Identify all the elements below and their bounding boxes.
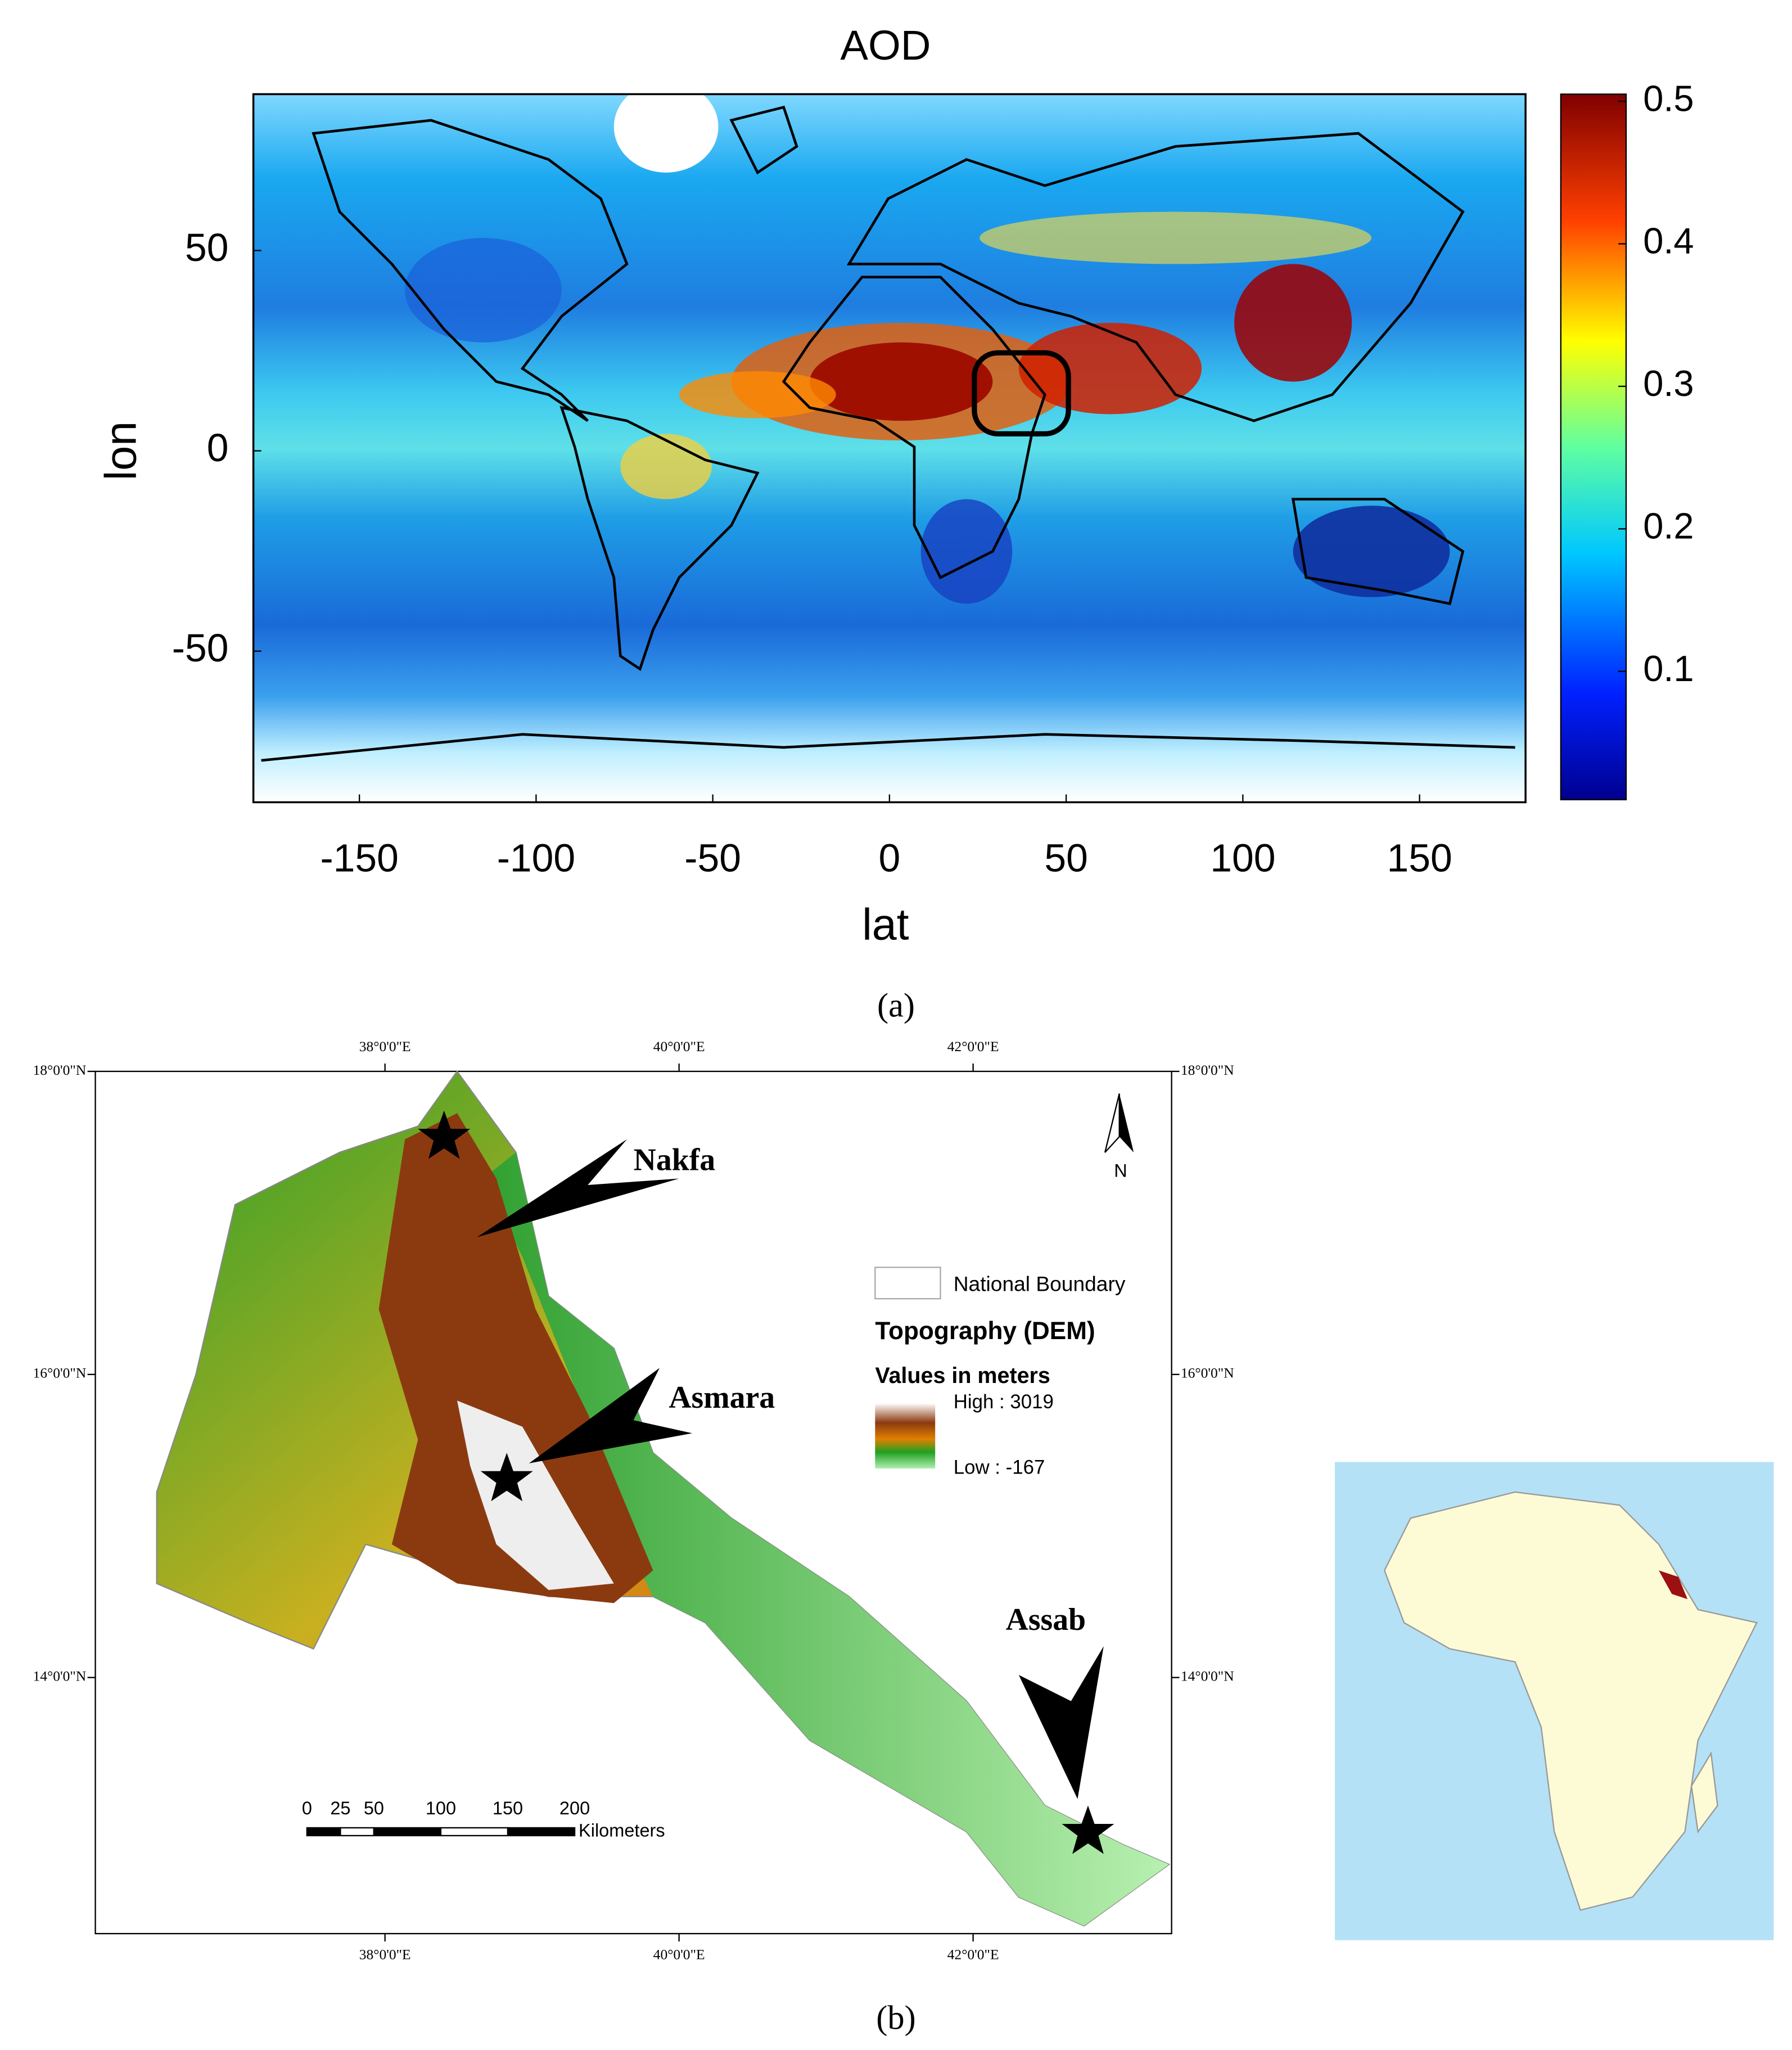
colorbar-tick-label: 0.4: [1643, 220, 1694, 262]
colorbar-tick-label: 0.2: [1643, 506, 1694, 547]
scale-label: 50: [364, 1798, 384, 1818]
city-stars: [418, 1110, 1114, 1854]
y-tick-label: 14°0'0"N: [1181, 1668, 1234, 1684]
y-tick-label: 16°0'0"N: [1181, 1365, 1234, 1381]
x-tick-label: -50: [684, 836, 741, 880]
legend-ramp: [875, 1403, 936, 1469]
scale-label: 100: [426, 1798, 456, 1818]
inset-eritrea: [1659, 1570, 1688, 1600]
scale-label: 200: [559, 1798, 590, 1818]
legend-text: Low : -167: [954, 1456, 1045, 1478]
legend-subtitle: Values in meters: [875, 1363, 1050, 1388]
legend-text: High : 3019: [954, 1391, 1054, 1413]
colorbar-tick-label: 0.5: [1643, 78, 1694, 119]
x-tick-label: 100: [1210, 836, 1275, 880]
colorbar-tick-label: 0.3: [1643, 363, 1694, 404]
aod-map: AOD lat lon (a) -1: [96, 22, 1694, 1025]
scale-unit: Kilometers: [579, 1820, 665, 1840]
x-tick-label: 40°0'0"E: [653, 1946, 705, 1962]
ocean-field: [253, 94, 1526, 803]
high-plateau: [457, 1400, 614, 1591]
highlands: [378, 1113, 653, 1603]
x-tick-label: 42°0'0"E: [947, 1946, 999, 1962]
scale-label: 150: [493, 1798, 523, 1818]
y-tick-label: 0: [207, 426, 229, 470]
colorbar-tick-label: 0.1: [1643, 648, 1694, 689]
city-label: Nakfa: [634, 1142, 716, 1177]
y-tick-label: 18°0'0"N: [33, 1062, 87, 1078]
scale-segment: [373, 1827, 442, 1837]
coastlines: [261, 105, 1515, 762]
city-label: Assab: [1006, 1602, 1086, 1637]
x-tick-label: 50: [1044, 836, 1088, 880]
x-tick-label: -100: [497, 836, 575, 880]
colorbar: [1560, 93, 1627, 800]
y-tick-label: 50: [185, 226, 229, 269]
x-axis-label: lat: [862, 899, 909, 949]
x-tick-label: 0: [879, 836, 901, 880]
inset-madagascar: [1690, 1751, 1718, 1833]
north-label: N: [1114, 1160, 1127, 1181]
caption: (a): [877, 986, 915, 1024]
map-title: AOD: [840, 22, 931, 69]
legend-title: Topography (DEM): [875, 1317, 1095, 1345]
scale-segment: [440, 1827, 509, 1837]
y-axis-label: lon: [96, 421, 146, 480]
x-tick-label: 40°0'0"E: [653, 1038, 705, 1055]
x-tick-label: 42°0'0"E: [947, 1038, 999, 1055]
y-tick-label: 16°0'0"N: [33, 1365, 87, 1381]
y-tick-label: -50: [172, 626, 229, 670]
caption: (b): [876, 1999, 915, 2037]
city-label: Asmara: [669, 1380, 775, 1415]
inset-africa: [1383, 1491, 1758, 1911]
y-tick-label: 14°0'0"N: [33, 1668, 87, 1684]
legend-text: National Boundary: [954, 1272, 1126, 1296]
scale-segment: [306, 1827, 341, 1837]
x-tick-label: 150: [1387, 836, 1452, 880]
scale-label: 25: [330, 1798, 350, 1818]
aerosol-patches: [405, 81, 1450, 604]
eritrea-map: Nakfa Asmara Assab N National Boundary T…: [33, 1038, 1774, 2037]
scale-segment: [340, 1827, 375, 1837]
y-tick-label: 18°0'0"N: [1181, 1062, 1234, 1078]
x-tick-label: -150: [320, 836, 398, 880]
arrows: [476, 1139, 1104, 1799]
x-tick-label: 38°0'0"E: [359, 1038, 411, 1055]
north-arrow: [1119, 1093, 1134, 1152]
scale-label: 0: [302, 1798, 312, 1818]
scale-segment: [507, 1827, 576, 1837]
x-tick-label: 38°0'0"E: [359, 1946, 411, 1962]
legend-swatch: [874, 1267, 941, 1300]
